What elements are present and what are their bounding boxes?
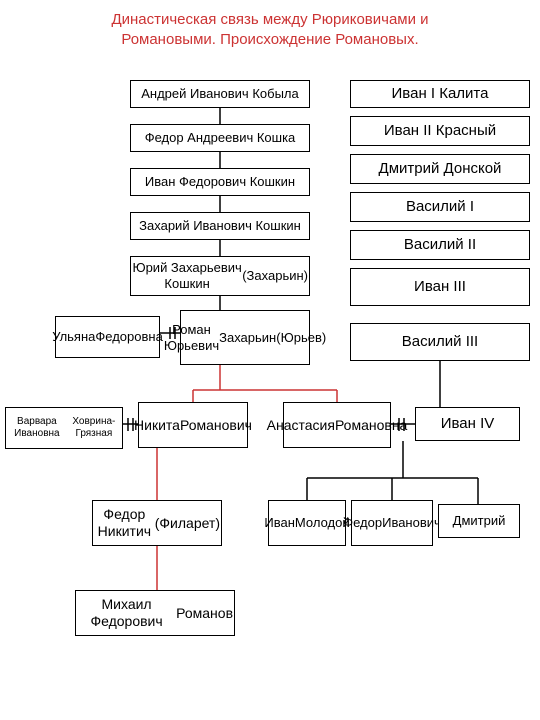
node-ivan_m: ИванМолодой	[268, 500, 346, 546]
node-ivan4: Иван IV	[415, 407, 520, 441]
node-donskoy: Дмитрий Донской	[350, 154, 530, 184]
node-varvara: Варвара ИвановнаХоврина-Грязная	[5, 407, 123, 449]
node-koshka: Федор Андреевич Кошка	[130, 124, 310, 152]
node-vasily1: Василий I	[350, 192, 530, 222]
node-roman: Роман ЮрьевичЗахарьин(Юрьев)	[180, 310, 310, 365]
title-line2: Романовыми. Происхождение Романовых.	[121, 31, 418, 48]
node-ivan3: Иван III	[350, 268, 530, 306]
node-koshkin_y: Юрий Захарьевич Кошкин(Захарьин)	[130, 256, 310, 296]
node-kobila: Андрей Иванович Кобыла	[130, 80, 310, 108]
node-ivan2: Иван II Красный	[350, 116, 530, 146]
node-nikita: НикитаРоманович	[138, 402, 248, 448]
node-filaret: Федор Никитич(Филарет)	[92, 500, 222, 546]
node-vasily2: Василий II	[350, 230, 530, 260]
edge	[193, 390, 337, 402]
node-dmitry: Дмитрий	[438, 504, 520, 538]
node-fedor_i: ФедорИванович	[351, 500, 433, 546]
diagram-title: Династическая связь между Рюриковичами и…	[0, 0, 540, 49]
node-ulyana: УльянаФедоровна	[55, 316, 160, 358]
title-line1: Династическая связь между Рюриковичами и	[111, 11, 428, 28]
node-vasily3: Василий III	[350, 323, 530, 361]
node-kalita: Иван I Калита	[350, 80, 530, 108]
node-anastasia: АнастасияРомановна	[283, 402, 391, 448]
node-mikhail: Михаил ФедоровичРоманов	[75, 590, 235, 636]
node-koshkin_i: Иван Федорович Кошкин	[130, 168, 310, 196]
node-koshkin_z: Захарий Иванович Кошкин	[130, 212, 310, 240]
